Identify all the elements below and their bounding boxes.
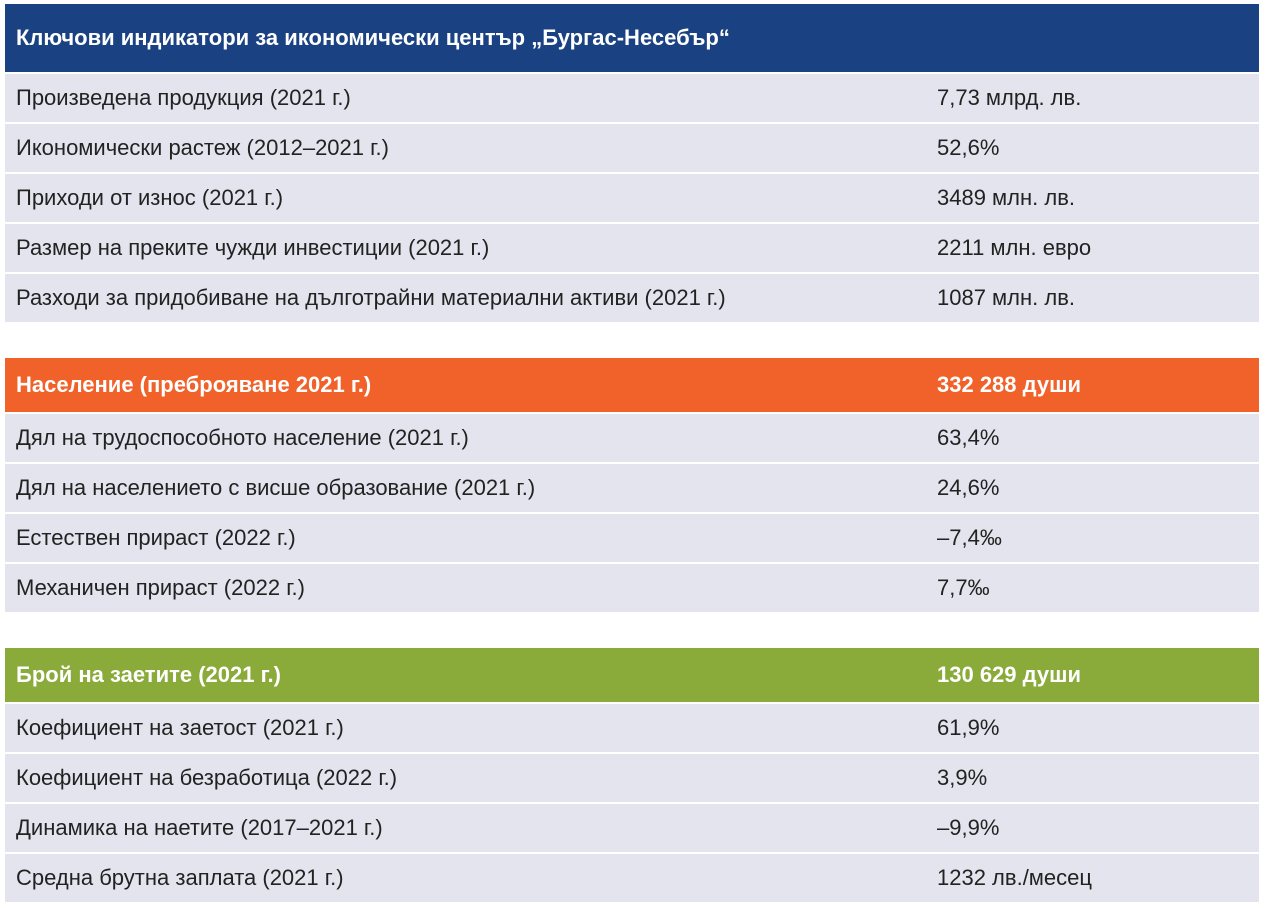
population-table: Население (преброяване 2021 г.) 332 288 … [5, 358, 1259, 614]
row-label: Коефициент на безработица (2022 г.) [16, 765, 398, 790]
employment-title: Брой на заетите (2021 г.) [16, 662, 281, 687]
row-label: Дял на трудоспособното население (2021 г… [16, 425, 469, 450]
table-row: Коефициент на безработица (2022 г.) 3,9% [5, 754, 1259, 802]
row-value: 52,6% [937, 135, 1000, 160]
row-value: 63,4% [937, 425, 1000, 450]
table-row: Механичен прираст (2022 г.) 7,7‰ [5, 564, 1259, 612]
row-value: 24,6% [937, 475, 1000, 500]
row-value: 1232 лв./месец [937, 865, 1092, 890]
row-label: Размер на преките чужди инвестиции (2021… [16, 235, 490, 260]
table-row: Естествен прираст (2022 г.) –7,4‰ [5, 514, 1259, 562]
row-value: –7,4‰ [937, 525, 1002, 550]
table-row: Коефициент на заетост (2021 г.) 61,9% [5, 704, 1259, 752]
row-value: 61,9% [937, 715, 1000, 740]
table-row: Икономически растеж (2012–2021 г.) 52,6% [5, 124, 1259, 172]
row-label: Естествен прираст (2022 г.) [16, 525, 296, 550]
employment-total: 130 629 души [937, 662, 1081, 687]
row-label: Механичен прираст (2022 г.) [16, 575, 305, 600]
employment-header: Брой на заетите (2021 г.) 130 629 души [5, 648, 1259, 702]
table-row: Динамика на наетите (2017–2021 г.) –9,9% [5, 804, 1259, 852]
row-label: Динамика на наетите (2017–2021 г.) [16, 815, 383, 840]
row-label: Икономически растеж (2012–2021 г.) [16, 135, 389, 160]
row-label: Средна брутна заплата (2021 г.) [16, 865, 344, 890]
row-label: Дял на населението с висше образование (… [16, 475, 536, 500]
population-title: Население (преброяване 2021 г.) [16, 372, 372, 397]
table-row: Дял на населението с висше образование (… [5, 464, 1259, 512]
row-label: Разходи за придобиване на дълготрайни ма… [16, 285, 726, 310]
employment-table: Брой на заетите (2021 г.) 130 629 души К… [5, 648, 1259, 904]
row-label: Приходи от износ (2021 г.) [16, 185, 284, 210]
table-row: Разходи за придобиване на дълготрайни ма… [5, 274, 1259, 322]
economy-table: Ключови индикатори за икономически центъ… [5, 4, 1259, 324]
row-value: 7,73 млрд. лв. [937, 85, 1082, 110]
economy-title: Ключови индикатори за икономически центъ… [16, 25, 730, 50]
table-row: Дял на трудоспособното население (2021 г… [5, 414, 1259, 462]
table-row: Произведена продукция (2021 г.) 7,73 млр… [5, 74, 1259, 122]
table-row: Приходи от износ (2021 г.) 3489 млн. лв. [5, 174, 1259, 222]
row-value: 3,9% [937, 765, 988, 790]
population-total: 332 288 души [937, 372, 1081, 397]
table-row: Средна брутна заплата (2021 г.) 1232 лв.… [5, 854, 1259, 902]
row-value: –9,9% [937, 815, 1000, 840]
row-label: Коефициент на заетост (2021 г.) [16, 715, 344, 740]
table-row: Размер на преките чужди инвестиции (2021… [5, 224, 1259, 272]
row-value: 2211 млн. евро [937, 235, 1092, 260]
row-value: 3489 млн. лв. [937, 185, 1076, 210]
row-value: 1087 млн. лв. [937, 285, 1076, 310]
economy-header: Ключови индикатори за икономически центъ… [5, 4, 1259, 72]
row-label: Произведена продукция (2021 г.) [16, 85, 351, 110]
row-value: 7,7‰ [937, 575, 990, 600]
population-header: Население (преброяване 2021 г.) 332 288 … [5, 358, 1259, 412]
